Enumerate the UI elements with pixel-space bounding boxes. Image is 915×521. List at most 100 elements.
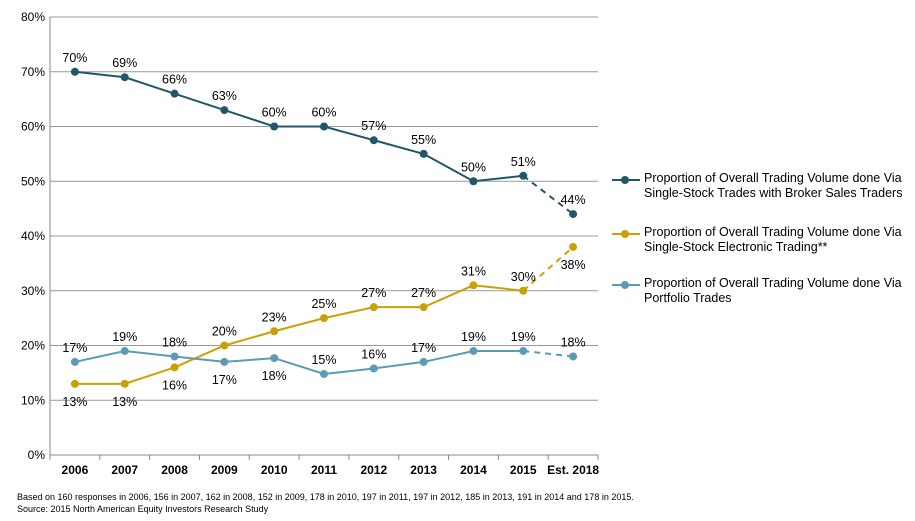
- data-label: 50%: [461, 160, 486, 174]
- data-point: [220, 341, 229, 350]
- data-point: [170, 363, 179, 372]
- data-point: [70, 357, 79, 366]
- x-tick-label: 2008: [161, 463, 188, 477]
- legend-label: Proportion of Overall Trading Volume don…: [644, 171, 903, 200]
- y-tick-label: 20%: [21, 339, 45, 353]
- x-tick-label: 2014: [460, 463, 487, 477]
- data-point: [419, 149, 428, 158]
- data-label: 70%: [62, 51, 87, 65]
- data-point: [120, 73, 129, 82]
- data-label: 18%: [162, 335, 187, 349]
- legend-item-portfolio: Proportion of Overall Trading Volume don…: [612, 276, 912, 305]
- legend-label: Proportion of Overall Trading Volume don…: [644, 276, 902, 305]
- y-tick-label: 70%: [21, 65, 45, 79]
- x-tick-label: 2012: [360, 463, 387, 477]
- data-label: 13%: [62, 395, 87, 409]
- data-point: [369, 303, 378, 312]
- data-label: 16%: [361, 347, 386, 361]
- data-label: 57%: [361, 119, 386, 133]
- y-tick-label: 80%: [21, 10, 45, 24]
- data-point: [320, 122, 328, 131]
- legend-label: Proportion of Overall Trading Volume don…: [644, 225, 902, 254]
- data-point: [320, 314, 328, 323]
- data-point: [369, 364, 378, 373]
- data-label: 19%: [511, 330, 536, 344]
- x-tick-label: 2009: [211, 463, 238, 477]
- data-point: [469, 177, 478, 186]
- data-label: 16%: [162, 378, 187, 392]
- data-label: 17%: [212, 373, 237, 387]
- data-label: 19%: [112, 330, 137, 344]
- data-label: 27%: [411, 286, 436, 300]
- data-point: [170, 352, 179, 361]
- data-label: 20%: [212, 325, 237, 339]
- data-point: [519, 286, 528, 295]
- data-point: [519, 346, 528, 355]
- y-tick-label: 40%: [21, 229, 45, 243]
- data-point: [569, 352, 578, 361]
- data-point: [220, 106, 229, 115]
- data-point: [270, 122, 279, 131]
- line-chart: 0% 10% 20% 30% 40% 50% 60% 70% 80% 2006 2007 2008 20…: [21, 10, 599, 477]
- data-label: 31%: [461, 264, 486, 278]
- data-point: [519, 171, 528, 180]
- x-tick-label: 2013: [410, 463, 437, 477]
- x-tick-label: 2015: [510, 463, 537, 477]
- series-line: [74, 284, 524, 385]
- legend-item-electronic: Proportion of Overall Trading Volume don…: [612, 225, 912, 254]
- footnote-source: Source: 2015 North American Equity Inves…: [17, 504, 269, 514]
- data-label: 13%: [112, 395, 137, 409]
- data-label: 69%: [112, 56, 137, 70]
- y-tick-label: 10%: [21, 393, 45, 407]
- data-point: [270, 327, 279, 336]
- data-point: [120, 379, 129, 388]
- data-label: 51%: [511, 155, 536, 169]
- data-label: 18%: [262, 369, 287, 383]
- data-point: [469, 281, 478, 290]
- data-label: 25%: [311, 297, 336, 311]
- data-label: 27%: [361, 286, 386, 300]
- legend-item-broker-sales: Proportion of Overall Trading Volume don…: [612, 171, 912, 200]
- data-point: [320, 369, 328, 378]
- data-label: 55%: [411, 133, 436, 147]
- data-point: [569, 210, 578, 219]
- data-label: 17%: [62, 341, 87, 355]
- y-tick-label: 50%: [21, 174, 45, 188]
- data-point: [569, 242, 578, 251]
- data-label: 23%: [262, 310, 287, 324]
- data-label: 18%: [561, 335, 586, 349]
- series-projection-line: [523, 349, 574, 358]
- x-tick-label: 2010: [261, 463, 288, 477]
- data-label: 38%: [561, 258, 586, 272]
- x-tick-label: 2007: [111, 463, 138, 477]
- data-point: [120, 346, 129, 355]
- data-label: 60%: [262, 106, 287, 120]
- data-label: 17%: [411, 341, 436, 355]
- y-tick-label: 60%: [21, 120, 45, 134]
- data-label: 60%: [311, 106, 336, 120]
- legend-marker-icon: [612, 176, 640, 184]
- legend-marker-icon: [612, 281, 640, 289]
- data-point: [70, 67, 79, 76]
- x-tick-label: 2011: [311, 463, 337, 477]
- data-point: [220, 357, 229, 366]
- data-label: 19%: [461, 330, 486, 344]
- data-label: 30%: [511, 270, 536, 284]
- data-label: 15%: [311, 353, 336, 367]
- data-point: [170, 89, 179, 98]
- footnote-responses: Based on 160 responses in 2006, 156 in 2…: [17, 492, 634, 502]
- data-label: 63%: [212, 89, 237, 103]
- y-tick-label: 30%: [21, 284, 45, 298]
- x-tick-label: 2006: [62, 463, 89, 477]
- data-point: [70, 379, 79, 388]
- data-point: [419, 303, 428, 312]
- series-projection-line: [522, 246, 574, 292]
- y-tick-label: 0%: [28, 448, 46, 462]
- data-point: [469, 346, 478, 355]
- data-point: [419, 357, 428, 366]
- series-line: [74, 349, 524, 375]
- legend-marker-icon: [612, 230, 640, 238]
- data-label: 44%: [561, 193, 586, 207]
- data-point: [369, 136, 378, 145]
